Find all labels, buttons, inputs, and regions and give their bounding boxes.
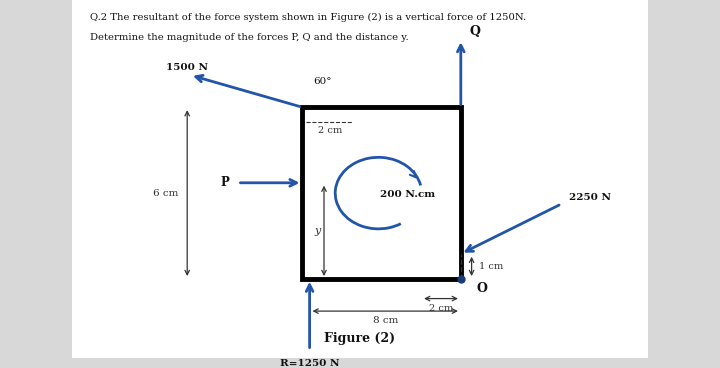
Text: 200 N.cm: 200 N.cm (380, 190, 435, 199)
Text: P: P (220, 176, 229, 189)
Text: Q: Q (469, 25, 480, 38)
Text: 60°: 60° (313, 77, 332, 86)
Text: Q.2 The resultant of the force system shown in Figure (2) is a vertical force of: Q.2 The resultant of the force system sh… (90, 13, 526, 22)
Text: 2 cm: 2 cm (429, 304, 454, 313)
Bar (302, 107, 461, 279)
Text: 2 cm: 2 cm (318, 126, 342, 135)
Text: Determine the magnitude of the forces P, Q and the distance y.: Determine the magnitude of the forces P,… (90, 33, 409, 42)
Text: 2250 N: 2250 N (569, 193, 611, 202)
Text: Figure (2): Figure (2) (325, 332, 395, 345)
Bar (72, 0, 648, 358)
Text: 1500 N: 1500 N (166, 63, 207, 71)
Text: 8 cm: 8 cm (372, 316, 398, 325)
Text: 1 cm: 1 cm (479, 262, 503, 271)
Text: R=1250 N: R=1250 N (280, 360, 339, 368)
Text: y: y (314, 226, 320, 236)
Text: O: O (477, 282, 487, 295)
Text: 6 cm: 6 cm (153, 188, 179, 198)
